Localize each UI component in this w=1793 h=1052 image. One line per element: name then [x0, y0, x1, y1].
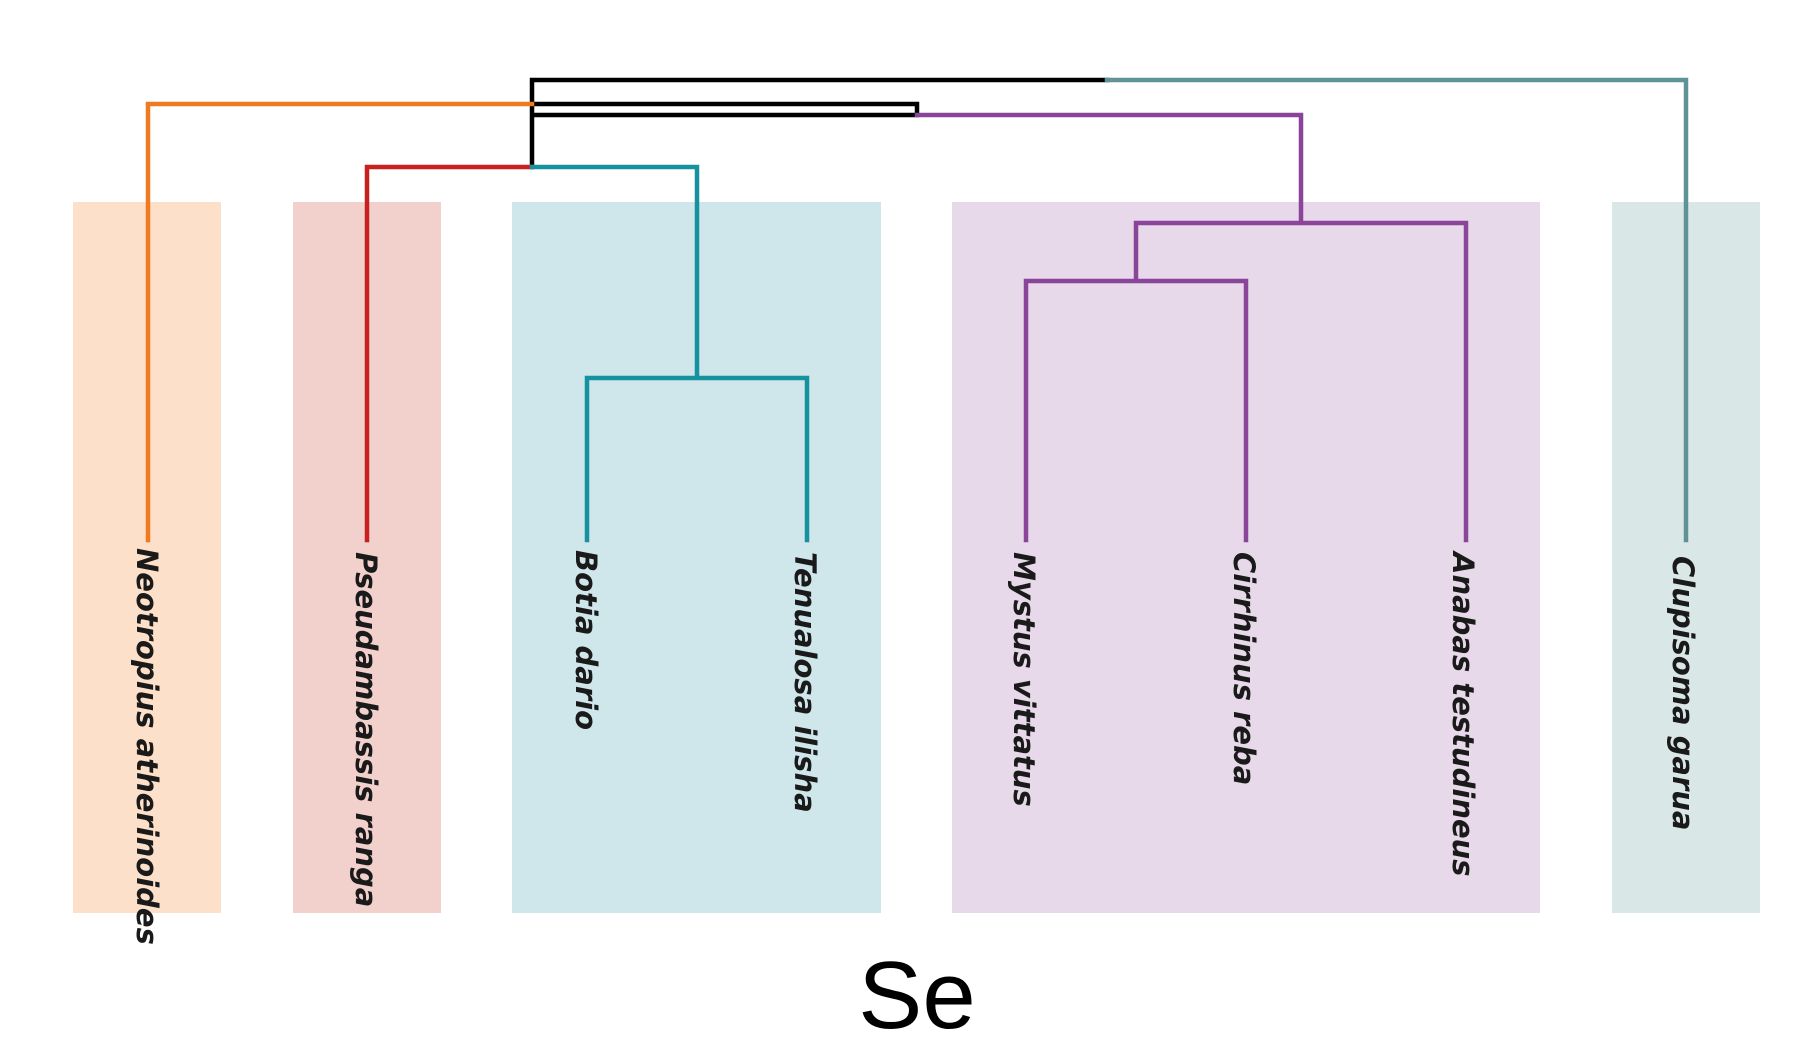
leaf-labels: Neotropius atherinoides Pseudambassis ra…	[130, 548, 1700, 945]
figure-caption: Se	[858, 942, 975, 1049]
leaf-label-cirrhinus: Cirrhinus reba	[1227, 552, 1261, 785]
leaf-label-botia: Botia dario	[569, 550, 603, 730]
leaf-label-anabas: Anabas testudineus	[1446, 550, 1480, 877]
leaf-label-mystus: Mystus vittatus	[1007, 552, 1041, 807]
branch-neotropius	[145, 101, 535, 543]
tree-branches	[145, 77, 1689, 543]
leaf-label-clupisoma: Clupisoma garua	[1666, 556, 1700, 830]
branch-mystus-cirrhinus-anabas-clade	[914, 112, 1469, 543]
branch-botia-tenualosa-clade	[529, 164, 810, 543]
group-panels	[73, 202, 1760, 913]
branch-pseudambassis	[364, 164, 535, 543]
leaf-label-neotropius: Neotropius atherinoides	[130, 548, 164, 945]
leaf-label-tenualosa: Tenualosa ilisha	[788, 552, 822, 813]
leaf-label-pseudambassis: Pseudambassis ranga	[349, 552, 383, 907]
root-branch	[529, 77, 1110, 170]
branch-clupisoma	[1104, 77, 1689, 543]
